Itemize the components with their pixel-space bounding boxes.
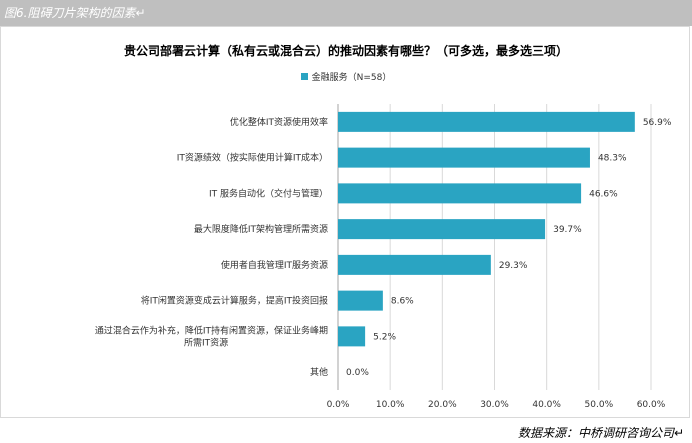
data-label: 29.3% bbox=[499, 261, 528, 271]
data-label: 8.6% bbox=[391, 297, 414, 307]
category-label: 将IT闲置资源变成云计算服务，提高IT投资回报 bbox=[141, 295, 328, 307]
bar bbox=[338, 111, 635, 132]
data-label: 0.0% bbox=[346, 368, 369, 378]
bar bbox=[338, 290, 383, 311]
bar bbox=[338, 326, 366, 347]
x-tick-label: 40.0% bbox=[532, 400, 561, 410]
figure-caption: 图6.阻碍刀片架构的因素↵ bbox=[4, 6, 146, 20]
x-tick-label: 20.0% bbox=[428, 400, 457, 410]
data-label: 46.6% bbox=[589, 189, 618, 199]
data-label: 56.9% bbox=[643, 118, 672, 128]
category-label: 使用者自我管理IT服务资源 bbox=[221, 259, 328, 271]
legend: 金融服务（N=58） bbox=[0, 70, 692, 83]
legend-swatch bbox=[300, 73, 308, 80]
category-label: IT资源绩效（按实际使用计算IT成本） bbox=[177, 152, 328, 164]
data-source: 数据来源：中桥调研咨询公司↵ bbox=[517, 426, 684, 440]
category-label: 最大限度降低IT架构管理所需资源 bbox=[194, 223, 328, 235]
data-label: 39.7% bbox=[553, 225, 582, 235]
legend-label: 金融服务（N=58） bbox=[311, 73, 392, 83]
x-tick-label: 10.0% bbox=[376, 400, 405, 410]
bar bbox=[338, 183, 582, 204]
x-tick-label: 0.0% bbox=[327, 400, 350, 410]
figure-header: 图6.阻碍刀片架构的因素↵ bbox=[0, 0, 692, 26]
data-label: 5.2% bbox=[373, 332, 396, 342]
bar bbox=[338, 147, 590, 168]
category-label: 通过混合云作为补充，降低IT持有闲置资源，保证业务峰期所需IT资源 bbox=[95, 324, 328, 348]
x-tick-label: 60.0% bbox=[637, 400, 666, 410]
bar bbox=[338, 254, 491, 275]
category-label: 优化整体IT资源使用效率 bbox=[230, 116, 328, 128]
category-label: 其他 bbox=[310, 366, 328, 378]
x-tick-label: 30.0% bbox=[480, 400, 509, 410]
x-tick-label: 50.0% bbox=[585, 400, 614, 410]
category-label: IT 服务自动化（交付与管理） bbox=[209, 187, 328, 199]
chart-title: 贵公司部署云计算（私有云或混合云）的推动因素有哪些？（可多选，最多选三项） bbox=[123, 44, 568, 58]
data-label: 48.3% bbox=[598, 154, 627, 164]
bar bbox=[338, 219, 546, 240]
